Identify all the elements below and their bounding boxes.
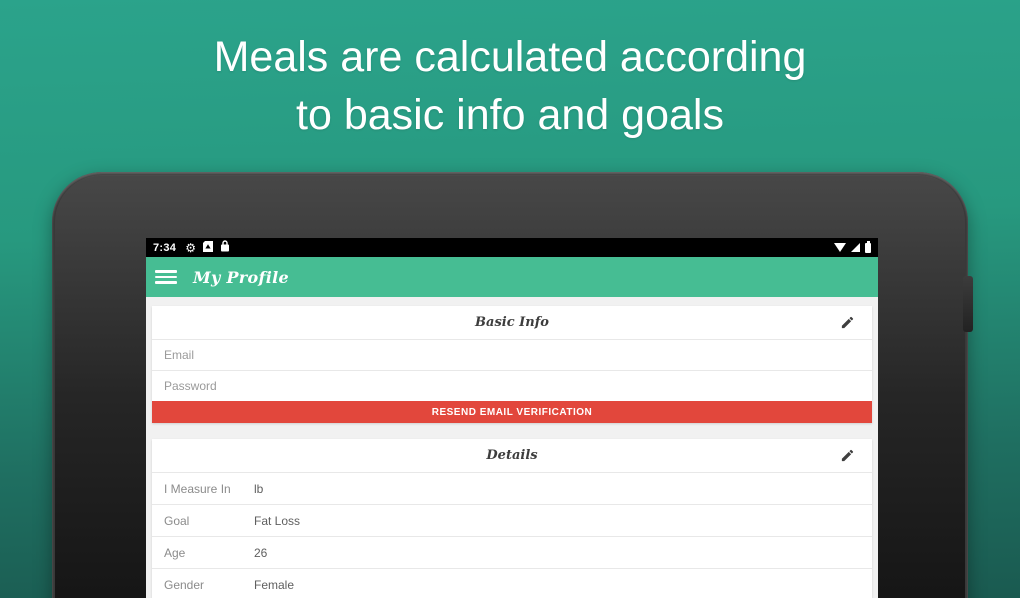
basic-info-card: Basic Info Email Password RESEND EMAIL V… [152,306,872,423]
device-screen: 7:34 ⚙ My Profile [146,238,878,598]
detail-label: Gender [164,577,205,592]
pencil-icon[interactable] [840,315,855,330]
detail-value: 26 [254,545,268,560]
status-time: 7:34 [153,241,177,254]
detail-label: I Measure In [164,481,231,496]
status-right-icons [834,240,871,253]
password-field-row: Password [152,370,872,401]
detail-value: Female [254,577,295,592]
details-title: Details [486,448,538,463]
detail-label: Age [164,545,186,560]
basic-info-title: Basic Info [475,315,549,330]
table-row: Gender Female [152,568,872,598]
app-bar: My Profile [146,257,878,297]
power-button [963,276,973,332]
details-card: Details I Measure In lb Goal Fat Loss Ag… [152,439,872,598]
table-row: Age 26 [152,536,872,568]
wifi-icon [834,243,846,252]
table-row: I Measure In lb [152,472,872,504]
password-field-label: Password [164,379,217,393]
status-bar: 7:34 ⚙ [146,238,878,257]
section-gap [152,423,872,439]
profile-content: Basic Info Email Password RESEND EMAIL V… [146,297,878,598]
signal-icon [851,243,860,252]
pencil-icon[interactable] [840,448,855,463]
sd-card-icon [202,239,213,257]
detail-value: lb [254,481,264,496]
status-left-icons: ⚙ [185,239,230,257]
details-header: Details [152,439,872,472]
hero-caption-line2: to basic info and goals [296,91,724,139]
detail-label: Goal [164,513,190,528]
gear-icon: ⚙ [185,240,196,255]
detail-value: Fat Loss [254,513,301,528]
table-row: Goal Fat Loss [152,504,872,536]
email-field-label: Email [164,348,195,362]
lock-icon [220,239,230,257]
hero-caption-line1: Meals are calculated according [213,33,807,81]
resend-email-verification-button[interactable]: RESEND EMAIL VERIFICATION [152,401,872,423]
page-title: My Profile [193,267,289,287]
battery-icon [865,240,871,253]
basic-info-header: Basic Info [152,306,872,339]
tablet-device: 7:34 ⚙ My Profile [52,172,973,598]
hamburger-icon[interactable] [155,270,177,284]
hero-caption: Meals are calculated according to basic … [0,28,1020,144]
email-field-row: Email [152,339,872,370]
